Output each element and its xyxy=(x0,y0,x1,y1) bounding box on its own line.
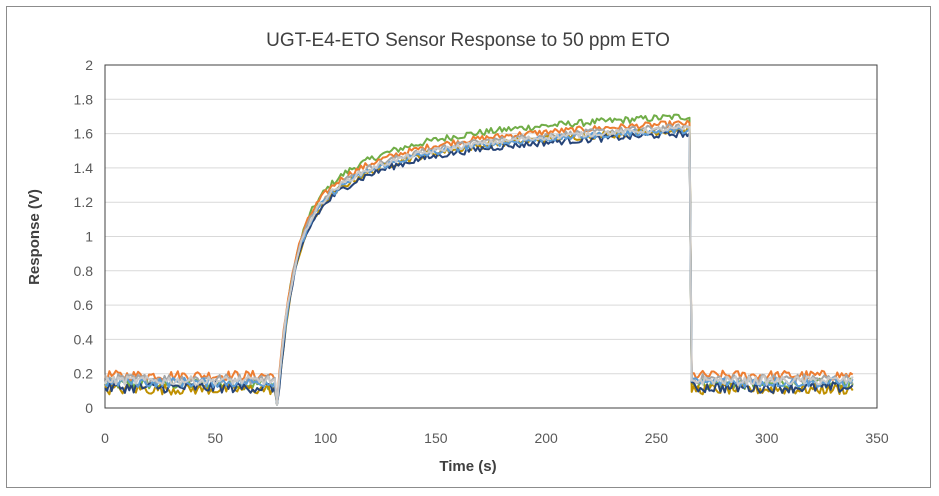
series-line-2 xyxy=(104,119,854,406)
y-tick-label: 1.6 xyxy=(74,126,94,142)
x-tick-label: 300 xyxy=(755,430,779,446)
series-line-5 xyxy=(104,129,854,406)
y-tick-label: 0.8 xyxy=(74,263,94,279)
y-tick-label: 1.8 xyxy=(74,91,94,107)
x-tick-label: 200 xyxy=(534,430,558,446)
x-tick-label: 250 xyxy=(645,430,669,446)
y-tick-label: 1.4 xyxy=(74,160,94,176)
y-tick-label: 0.6 xyxy=(74,297,94,313)
x-tick-label: 50 xyxy=(207,430,223,446)
x-tick-label: 100 xyxy=(314,430,338,446)
x-tick-label: 150 xyxy=(424,430,448,446)
plot-area xyxy=(104,64,878,409)
gridlines xyxy=(105,64,877,375)
x-tick-label: 350 xyxy=(865,430,889,446)
y-tick-label: 1.2 xyxy=(74,194,94,210)
y-tick-label: 0 xyxy=(85,400,93,416)
series-line-7 xyxy=(104,125,854,406)
series-line-6 xyxy=(104,126,854,406)
y-tick-label: 0.4 xyxy=(74,331,94,347)
plot-border xyxy=(104,64,878,409)
chart-title: UGT-E4-ETO Sensor Response to 50 ppm ETO xyxy=(266,30,670,51)
series-line-1 xyxy=(104,113,854,406)
x-tick-label: 0 xyxy=(101,430,109,446)
y-tick-label: 0.2 xyxy=(74,366,94,382)
y-axis-ticks: 0 0.2 0.4 0.6 0.8 1 1.2 1.4 1.6 1.8 2 xyxy=(74,57,94,416)
x-axis-ticks: 0 50 100 150 200 250 300 350 xyxy=(101,430,889,446)
series-layer xyxy=(104,113,854,406)
series-line-3 xyxy=(104,123,854,406)
y-axis-title: Response (V) xyxy=(26,189,43,285)
series-line-4 xyxy=(104,126,854,406)
y-tick-label: 2 xyxy=(85,57,93,73)
y-tick-label: 1 xyxy=(85,229,93,245)
x-axis-title: Time (s) xyxy=(439,458,496,475)
